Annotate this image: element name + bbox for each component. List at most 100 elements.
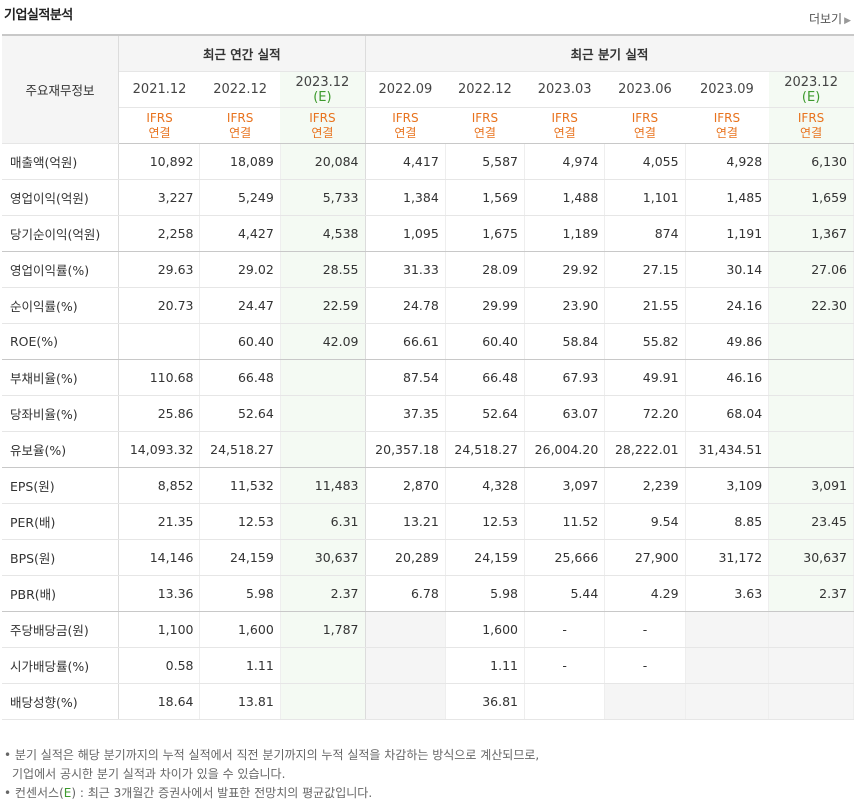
table-cell: 8.85 <box>685 503 770 540</box>
period-label: 2022.12 <box>458 82 512 97</box>
table-cell <box>768 323 854 360</box>
table-cell: 30,637 <box>768 539 854 576</box>
ifrs-label: IFRS <box>309 110 336 125</box>
period-header: 2022.12 <box>445 71 525 108</box>
table-cell: 1,787 <box>280 611 366 648</box>
table-row: 당좌비율(%) 25.86 52.64 37.35 52.64 63.07 72.20 68.… <box>2 395 854 432</box>
ifrs-header: IFRS 연결 <box>365 107 446 144</box>
header-row-periods: 2021.12 2022.12 2023.12 (E) 2022.09 2022.12 20… <box>2 71 854 108</box>
ifrs-header: IFRS 연결 <box>768 107 854 144</box>
table-cell: 28.09 <box>445 251 526 288</box>
table-cell: 1,488 <box>524 179 606 216</box>
table-cell: 22.59 <box>280 287 366 324</box>
row-label: 당기순이익(억원) <box>2 215 120 252</box>
row-label: EPS(원) <box>2 467 120 504</box>
row-label: PBR(배) <box>2 575 120 612</box>
table-cell: 9.54 <box>604 503 686 540</box>
table-cell: 27.15 <box>604 251 686 288</box>
period-header: 2023.12 (E) <box>768 71 854 108</box>
table-cell: 2.37 <box>280 575 366 612</box>
table-cell: 874 <box>604 215 686 252</box>
table-cell <box>685 683 770 720</box>
period-header: 2022.09 <box>365 71 446 108</box>
ifrs-header: IFRS 연결 <box>604 107 686 144</box>
table-cell: 60.40 <box>445 323 526 360</box>
period-header: 2023.09 <box>685 71 769 108</box>
table-cell: 1,659 <box>768 179 854 216</box>
table-cell: 11,483 <box>280 467 366 504</box>
table-cell: 24,518.27 <box>199 431 281 468</box>
table-cell <box>365 611 446 648</box>
table-cell: 2,258 <box>118 215 201 252</box>
table-cell: 55.82 <box>604 323 686 360</box>
table-cell: 10,892 <box>118 143 201 180</box>
table-row: 주당배당금(원) 1,100 1,600 1,787 1,600- - <box>2 611 854 648</box>
footnote-2: • 컨센서스(E) : 최근 3개월간 증권사에서 발표한 전망치의 평균값입니… <box>4 786 373 800</box>
table-cell <box>604 683 686 720</box>
footnote-1-cont: 기업에서 공시한 분기 실적과 차이가 있을 수 있습니다. <box>12 767 286 781</box>
table-cell: 87.54 <box>365 359 446 396</box>
table-cell: 23.45 <box>768 503 854 540</box>
row-label: BPS(원) <box>2 539 120 576</box>
more-link[interactable]: 더보기 ▶ <box>809 10 851 27</box>
table-cell <box>768 611 854 648</box>
table-cell: 66.48 <box>445 359 526 396</box>
footnotes: • 분기 실적은 해당 분기까지의 누적 실적에서 직전 분기까지의 누적 실적… <box>4 746 539 803</box>
table-cell: 67.93 <box>524 359 606 396</box>
table-cell <box>280 359 366 396</box>
consolidated-label: 연결 <box>633 125 656 140</box>
period-label: 2023.12 <box>784 74 838 90</box>
table-cell <box>685 647 770 684</box>
row-label: 순이익률(%) <box>2 287 120 324</box>
ifrs-label: IFRS <box>551 110 578 125</box>
table-cell: 1,191 <box>685 215 770 252</box>
table-cell: 110.68 <box>118 359 201 396</box>
table-cell: 31.33 <box>365 251 446 288</box>
more-label[interactable]: 더보기 <box>808 12 843 26</box>
table-cell: 49.86 <box>685 323 770 360</box>
table-cell: 11.52 <box>524 503 606 540</box>
ifrs-label: IFRS <box>146 110 173 125</box>
ifrs-label: IFRS <box>631 110 659 125</box>
left-header: 주요재무정보 <box>2 35 120 144</box>
table-cell: 23.90 <box>524 287 606 324</box>
ifrs-header: IFRS 연결 <box>118 107 200 144</box>
table-cell <box>280 395 366 432</box>
table-cell: 14,093.32 <box>118 431 201 468</box>
table-cell: 29.99 <box>445 287 526 324</box>
row-label: ROE(%) <box>2 323 120 360</box>
ifrs-label: IFRS <box>471 110 499 125</box>
table-cell: 68.04 <box>685 395 770 432</box>
table-cell: 52.64 <box>199 395 281 432</box>
chevron-right-icon: ▶ <box>844 16 851 26</box>
table-cell: 42.09 <box>280 323 366 360</box>
period-label: 2022.12 <box>213 82 268 97</box>
table-cell <box>524 683 606 720</box>
ifrs-header: IFRS 연결 <box>199 107 281 144</box>
table-cell <box>280 683 366 720</box>
table-cell: - <box>524 647 606 684</box>
row-label: 매출액(억원) <box>2 143 120 180</box>
table-cell: 27,900 <box>604 539 686 576</box>
table-cell: 24.47 <box>199 287 281 324</box>
table-row: 당기순이익(억원) 2,258 4,427 4,538 1,095 1,675 1,189 8… <box>2 215 854 252</box>
table-cell: 6.31 <box>280 503 366 540</box>
table-cell: 5.98 <box>445 575 526 612</box>
table-row: 부채비율(%) 110.68 66.48 87.54 66.48 67.93 49.91 46… <box>2 359 854 396</box>
consolidated-label: 연결 <box>229 125 252 140</box>
table-cell: 25,666 <box>524 539 606 576</box>
table-cell: 20,357.18 <box>365 431 446 468</box>
row-label: 영업이익(억원) <box>2 179 120 216</box>
table-cell: 24.16 <box>685 287 770 324</box>
table-cell <box>280 647 366 684</box>
financial-table: 주요재무정보 최근 연간 실적 최근 분기 실적 2021.12 2022.12 2… <box>2 34 854 720</box>
table-cell: 28.55 <box>280 251 366 288</box>
table-cell: 30,637 <box>280 539 366 576</box>
period-label: 2023.03 <box>537 82 592 97</box>
table-cell: 28,222.01 <box>604 431 686 468</box>
group-annual: 최근 연간 실적 <box>118 35 366 72</box>
ifrs-header: IFRS 연결 <box>524 107 605 144</box>
consolidated-label: 연결 <box>553 125 576 140</box>
section-title: 기업실적분석 <box>4 8 73 23</box>
